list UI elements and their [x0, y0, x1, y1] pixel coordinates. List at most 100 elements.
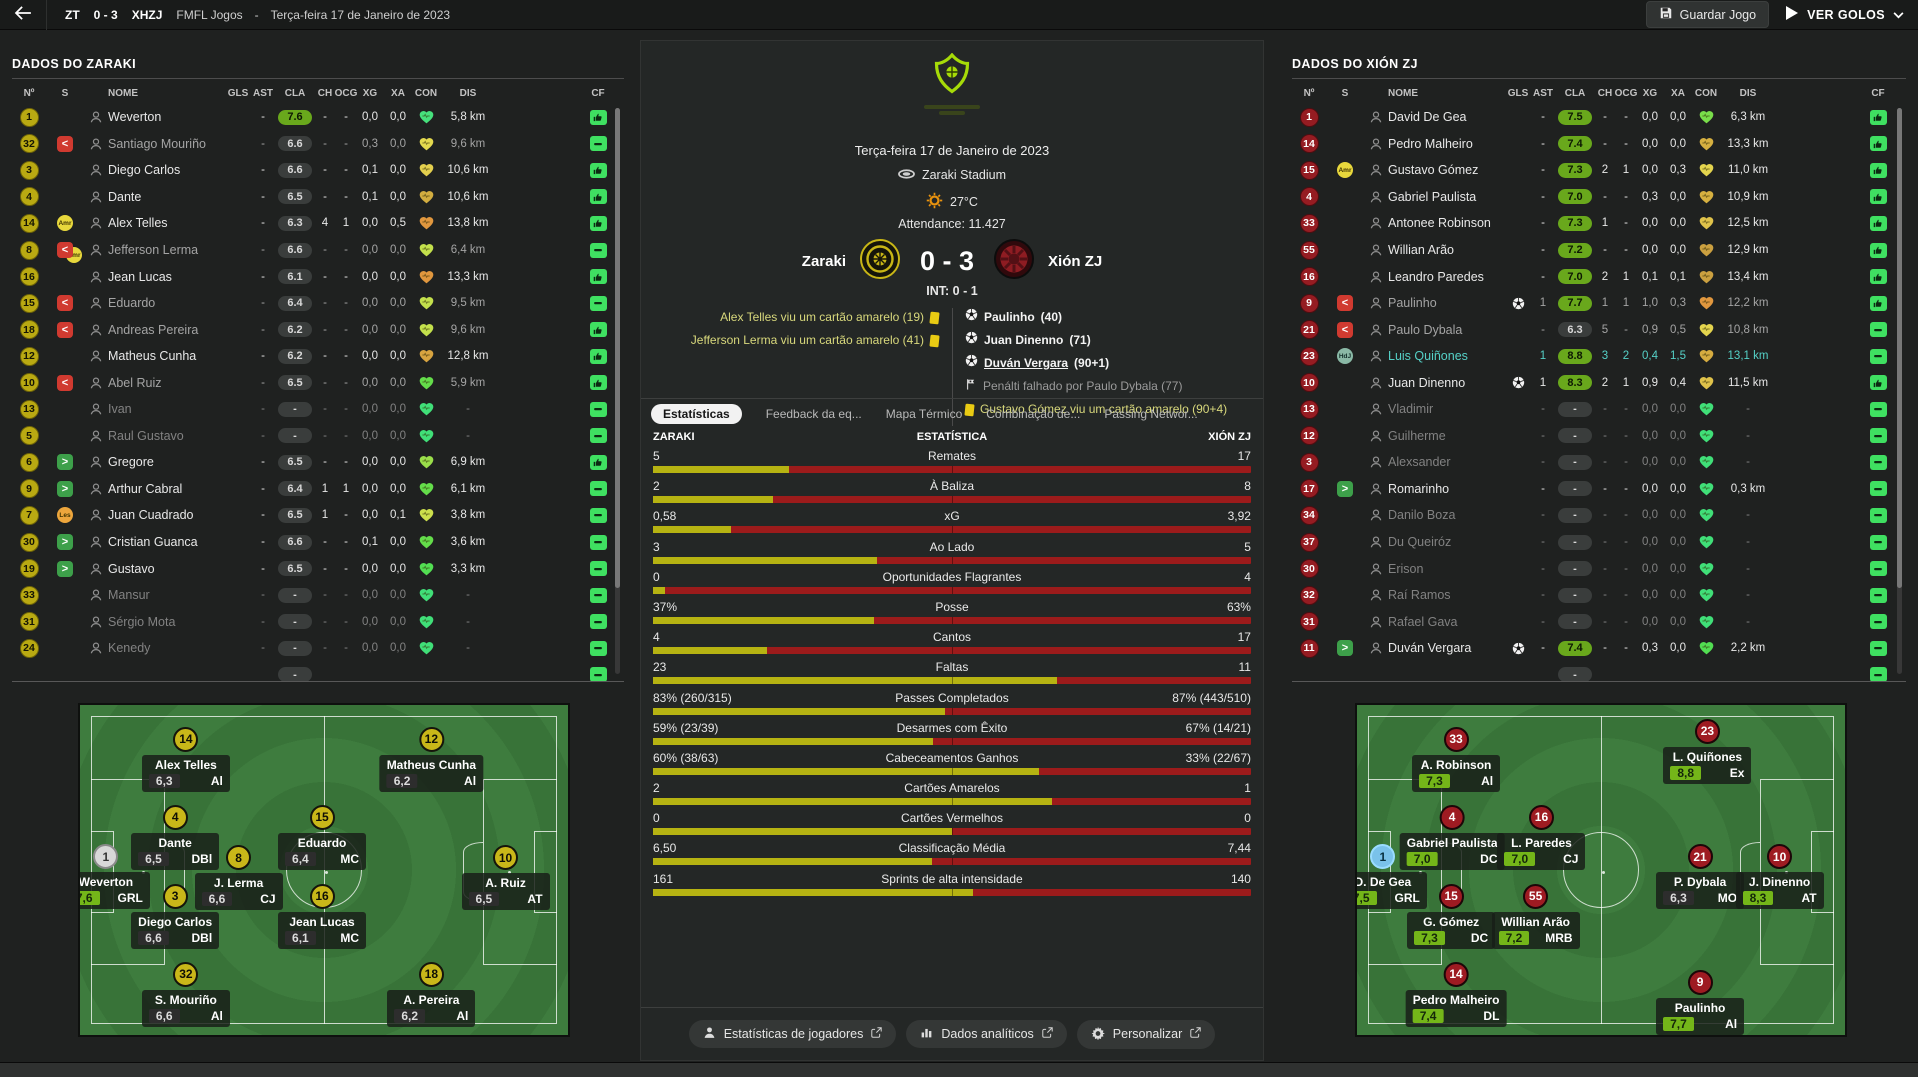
table-row[interactable]: 31 Rafael Gava - - - -0,0 0,0-: [1292, 608, 1906, 635]
formation-player[interactable]: 1 Weverton7,6 GRL: [80, 844, 150, 910]
formation-player[interactable]: 3 Diego Carlos 6,6 DBl: [131, 883, 220, 949]
table-row[interactable]: 15 < Eduardo -6.4- -0,0 0,0 9,5 km: [12, 290, 624, 317]
player-name[interactable]: Alexsander: [1388, 455, 1451, 470]
scrollbar[interactable]: [1897, 108, 1902, 674]
tab-feedback-da-eq-[interactable]: Feedback da eq...: [765, 407, 862, 421]
table-row[interactable]: 19 > Gustavo -6.5- -0,0 0,0 3,3 km: [12, 555, 624, 582]
table-row[interactable]: 30 > Cristian Guanca -6.6- -0,1 0,0 3,6 km: [12, 529, 624, 556]
table-row[interactable]: 55 Willian Arão -7.2- -0,0 0,0 12,9 km: [1292, 237, 1906, 264]
player-name[interactable]: Romarinho: [1388, 481, 1450, 496]
player-name[interactable]: Gustavo Gómez: [1388, 163, 1479, 178]
table-row[interactable]: 13 Ivan - - - -0,0 0,0-: [12, 396, 624, 423]
formation-player[interactable]: 15 Eduardo 6,4 MC: [278, 804, 367, 870]
table-row[interactable]: 3 Diego Carlos -6.6- -0,1 0,0 10,6 km: [12, 157, 624, 184]
formation-player[interactable]: 16 L. Paredes 7,0 CJ: [1497, 804, 1586, 870]
formation-player[interactable]: 12 Matheus Cunha 6,2 Al: [379, 726, 484, 792]
player-name[interactable]: Sérgio Mota: [108, 614, 176, 629]
table-row[interactable]: 7 Les Juan Cuadrado -6.5 1-0,0 0,1 3,8 km: [12, 502, 624, 529]
player-name[interactable]: Guilherme: [1388, 428, 1446, 443]
player-name[interactable]: Abel Ruiz: [108, 375, 162, 390]
player-name[interactable]: Jean Lucas: [108, 269, 172, 284]
table-row[interactable]: 11 > Duván Vergara -7.4- -0,3 0,0 2,2 km: [1292, 635, 1906, 662]
table-row[interactable]: 4 Dante -6.5- -0,1 0,0 10,6 km: [12, 184, 624, 211]
player-name[interactable]: Cristian Guanca: [108, 535, 198, 550]
table-row[interactable]: 34 Danilo Boza - - - -0,0 0,0-: [1292, 502, 1906, 529]
player-name[interactable]: Alex Telles: [108, 216, 168, 231]
table-row[interactable]: 15 Amr Gustavo Gómez -7.3 2 1 0,0 0,3 11,0 km: [1292, 157, 1906, 184]
player-name[interactable]: Juan Dinenno: [1388, 375, 1466, 390]
player-name[interactable]: Kenedy: [108, 641, 151, 656]
player-name[interactable]: Weverton: [108, 110, 162, 125]
scrollbar[interactable]: [615, 108, 620, 674]
table-row[interactable]: 1 Weverton -7.6- -0,0 0,0 5,8 km: [12, 104, 624, 131]
table-row[interactable]: 32 Raí Ramos - - - -0,0 0,0-: [1292, 582, 1906, 609]
table-row[interactable]: 12 Matheus Cunha -6.2- -0,0 0,0 12,8 km: [12, 343, 624, 370]
table-row[interactable]: 31 Sérgio Mota - - - -0,0 0,0-: [12, 608, 624, 635]
table-row[interactable]: 4 Gabriel Paulista -7.0- -0,3 0,0 10,9 km: [1292, 184, 1906, 211]
table-row[interactable]: 8 < Amr Jefferson Lerma -6.6- -0,0 0,0 6,4 km: [12, 237, 624, 264]
tab-mapa-t-rmico[interactable]: Mapa Térmico: [885, 407, 963, 421]
player-name[interactable]: Gustavo: [108, 561, 155, 576]
table-row[interactable]: 13 Vladimir - - - -0,0 0,0-: [1292, 396, 1906, 423]
table-row[interactable]: 24 Kenedy - - - -0,0 0,0-: [12, 635, 624, 662]
player-name[interactable]: Luis Quiñones: [1388, 349, 1468, 364]
goal-event[interactable]: Juan Dinenno (71): [965, 329, 1257, 352]
table-row[interactable]: 14 Amr Alex Telles -6.3 4 1 0,0 0,5 13,8 km: [12, 210, 624, 237]
button-dados-anal-ticos[interactable]: Dados analíticos: [906, 1020, 1067, 1048]
formation-player[interactable]: 18 A. Pereira 6,2 Al: [387, 961, 476, 1027]
formation-player[interactable]: 4 Dante 6,5 DBl: [131, 804, 220, 870]
player-name[interactable]: Eduardo: [108, 296, 156, 311]
formation-player[interactable]: 32 S. Mouriño 6,6 Al: [141, 961, 230, 1027]
player-name[interactable]: Paulo Dybala: [1388, 322, 1463, 337]
player-name[interactable]: Paulinho: [1388, 296, 1437, 311]
table-row[interactable]: 33 Antonee Robinson -7.3 1-0,0 0,0 12,5 km: [1292, 210, 1906, 237]
formation-player[interactable]: 4 Gabriel Paulista 7,0 DC: [1399, 804, 1505, 870]
player-name[interactable]: Ivan: [108, 402, 132, 417]
goal-event[interactable]: Duván Vergara (90+1): [965, 352, 1257, 375]
formation-player[interactable]: 33 A. Robinson 7,3 Al: [1412, 726, 1501, 792]
button-personalizar[interactable]: Personalizar: [1076, 1019, 1216, 1049]
goal-event[interactable]: Paulinho (40): [965, 306, 1257, 329]
table-row[interactable]: 5 Raul Gustavo - - - -0,0 0,0-: [12, 423, 624, 450]
player-name[interactable]: Raul Gustavo: [108, 428, 184, 443]
table-row[interactable]: 23 HdJ Luis Quiñones 1 8.8 3 2 0,4 1,5 13,1 km: [1292, 343, 1906, 370]
table-row[interactable]: -: [1292, 661, 1906, 681]
tab-estat-sticas[interactable]: Estatísticas: [651, 404, 742, 424]
table-row[interactable]: 16 Jean Lucas -6.1- -0,0 0,0 13,3 km: [12, 263, 624, 290]
player-name[interactable]: Matheus Cunha: [108, 349, 197, 364]
table-row[interactable]: -: [12, 661, 624, 681]
player-name[interactable]: Erison: [1388, 561, 1424, 576]
player-name[interactable]: Gregore: [108, 455, 154, 470]
player-name[interactable]: Leandro Paredes: [1388, 269, 1484, 284]
formation-player[interactable]: 10 A. Ruiz 6,5 AT: [461, 845, 550, 911]
player-name[interactable]: Rafael Gava: [1388, 614, 1458, 629]
player-name[interactable]: Vladimir: [1388, 402, 1434, 417]
save-game-button[interactable]: Guardar Jogo: [1645, 1, 1770, 28]
away-team-name[interactable]: Xión ZJ: [1048, 253, 1103, 270]
formation-player[interactable]: 55 Willian Arão 7,2 MRB: [1491, 883, 1580, 949]
player-name[interactable]: Diego Carlos: [108, 163, 181, 178]
formation-player[interactable]: 16 Jean Lucas 6,1 MC: [278, 883, 367, 949]
table-row[interactable]: 6 > Gregore -6.5- -0,0 0,0 6,9 km: [12, 449, 624, 476]
table-row[interactable]: 10 < Abel Ruiz -6.5- -0,0 0,0 5,9 km: [12, 369, 624, 396]
table-row[interactable]: 37 Du Queiróz - - - -0,0 0,0-: [1292, 529, 1906, 556]
scrollbar-thumb[interactable]: [1897, 108, 1902, 588]
formation-player[interactable]: 1 D. De Gea7,5 GRL: [1357, 844, 1427, 910]
player-name[interactable]: Arthur Cabral: [108, 481, 183, 496]
table-row[interactable]: 16 Leandro Paredes -7.0 2 1 0,1 0,1 13,4 km: [1292, 263, 1906, 290]
player-name[interactable]: Santiago Mouriño: [108, 136, 206, 151]
player-name[interactable]: Dante: [108, 189, 142, 204]
player-name[interactable]: Raí Ramos: [1388, 588, 1451, 603]
formation-player[interactable]: 8 J. Lerma 6,6 CJ: [194, 845, 283, 911]
table-row[interactable]: 10 Juan Dinenno 1 8.3 2 1 0,9 0,4 11,5 km: [1292, 369, 1906, 396]
player-name[interactable]: Pedro Malheiro: [1388, 136, 1473, 151]
table-row[interactable]: 18 < Andreas Pereira -6.2- -0,0 0,0 9,6 km: [12, 316, 624, 343]
formation-player[interactable]: 14 Alex Telles 6,3 Al: [141, 726, 230, 792]
table-row[interactable]: 9 < Paulinho 1 7.7 1 1 1,0 0,3 12,2 km: [1292, 290, 1906, 317]
player-name[interactable]: Andreas Pereira: [108, 322, 199, 337]
formation-player[interactable]: 14 Pedro Malheiro 7,4 DL: [1405, 961, 1507, 1027]
table-row[interactable]: 21 < Paulo Dybala -6.3 5-0,9 0,5 10,8 km: [1292, 316, 1906, 343]
player-name[interactable]: Du Queiróz: [1388, 535, 1452, 550]
table-row[interactable]: 12 Guilherme - - - -0,0 0,0-: [1292, 423, 1906, 450]
view-goals-button[interactable]: VER GOLOS: [1785, 5, 1904, 24]
